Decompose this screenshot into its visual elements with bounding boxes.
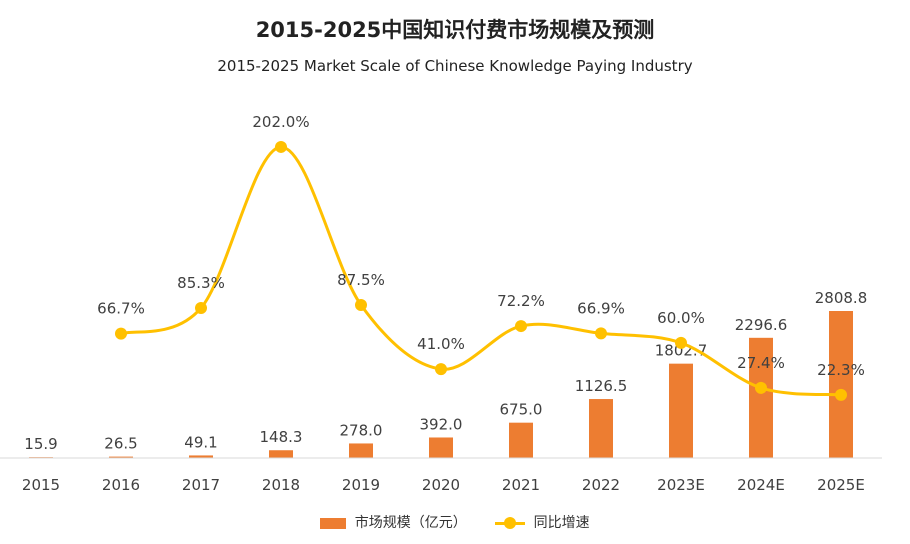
growth-rate-points — [115, 140, 847, 401]
x-tick-2024E: 2024E — [737, 476, 785, 494]
legend-item-growth-rate: 同比增速 — [495, 512, 590, 532]
growth-label-2024E: 27.4% — [737, 354, 785, 372]
growth-point-2021 — [515, 320, 527, 333]
x-tick-2022: 2022 — [582, 476, 620, 494]
bar-2021 — [509, 422, 533, 458]
growth-rate-labels: 66.7% 85.3% 202.0% 87.5% 41.0% 72.2% 66.9% 60.0… — [97, 113, 865, 379]
bar-2020 — [429, 437, 453, 458]
growth-point-2019 — [355, 298, 367, 311]
legend: 市场规模（亿元） 同比增速 — [0, 512, 910, 532]
bar-label-2019: 278.0 — [340, 421, 383, 439]
growth-label-2019: 87.5% — [337, 271, 385, 289]
legend-label-market-size: 市场规模（亿元） — [354, 515, 467, 531]
bar-2022 — [589, 399, 613, 458]
x-tick-2016: 2016 — [102, 476, 140, 494]
growth-label-2021: 72.2% — [497, 292, 545, 310]
growth-point-2018 — [275, 140, 287, 153]
growth-point-2016 — [115, 327, 127, 340]
legend-item-market-size: 市场规模（亿元） — [320, 512, 467, 532]
growth-label-2020: 41.0% — [417, 335, 465, 353]
x-tick-2023E: 2023E — [657, 476, 705, 494]
bar-2024E — [749, 337, 773, 458]
bar-labels: 15.9 26.5 49.1 148.3 278.0 392.0 675.0 1126.5 18… — [24, 289, 867, 453]
growth-label-2022: 66.9% — [577, 299, 625, 317]
bar-label-2016: 26.5 — [104, 435, 137, 453]
growth-label-2016: 66.7% — [97, 300, 145, 318]
chart-title: 2015-2025中国知识付费市场规模及预测 — [255, 18, 655, 42]
bar-label-2017: 49.1 — [184, 433, 217, 451]
x-tick-2015: 2015 — [22, 476, 60, 494]
x-tick-2021: 2021 — [502, 476, 540, 494]
growth-point-2024E — [755, 381, 767, 394]
bar-label-2022: 1126.5 — [575, 377, 628, 395]
x-tick-2018: 2018 — [262, 476, 300, 494]
x-tick-2017: 2017 — [182, 476, 220, 494]
bar-label-2021: 675.0 — [500, 401, 543, 419]
growth-point-2017 — [195, 301, 207, 314]
growth-rate-line — [120, 145, 842, 397]
x-tick-2020: 2020 — [422, 476, 460, 494]
bar-2018 — [269, 450, 293, 458]
legend-bar-swatch — [320, 517, 347, 529]
growth-point-2022 — [595, 327, 607, 340]
bar-2019 — [349, 443, 373, 458]
bar-label-2015: 15.9 — [24, 435, 57, 453]
growth-point-2025E — [835, 388, 847, 401]
growth-label-2025E: 22.3% — [817, 361, 865, 379]
bar-2025E — [829, 311, 853, 458]
bar-2017 — [189, 455, 213, 458]
bar-series — [29, 311, 853, 458]
legend-line-swatch — [495, 517, 526, 529]
growth-label-2018: 202.0% — [252, 113, 309, 131]
growth-point-2023E — [675, 336, 687, 349]
bar-label-2024E: 2296.6 — [735, 316, 788, 334]
bar-label-2025E: 2808.8 — [815, 289, 868, 307]
bar-2023E — [669, 363, 693, 458]
chart-subtitle: 2015-2025 Market Scale of Chinese Knowle… — [217, 57, 693, 75]
bar-2016 — [109, 456, 133, 458]
x-tick-2025E: 2025E — [817, 476, 865, 494]
growth-label-2017: 85.3% — [177, 274, 225, 292]
x-tick-labels: 2015 2016 2017 2018 2019 2020 2021 2022 2023E 202… — [22, 476, 865, 494]
legend-label-growth-rate: 同比增速 — [533, 515, 590, 531]
bar-label-2020: 392.0 — [420, 415, 463, 433]
growth-point-2020 — [435, 363, 447, 376]
bar-label-2018: 148.3 — [260, 428, 303, 446]
bar-label-2023E: 1802.7 — [655, 342, 708, 360]
growth-label-2023E: 60.0% — [657, 309, 705, 327]
x-tick-2019: 2019 — [342, 476, 380, 494]
